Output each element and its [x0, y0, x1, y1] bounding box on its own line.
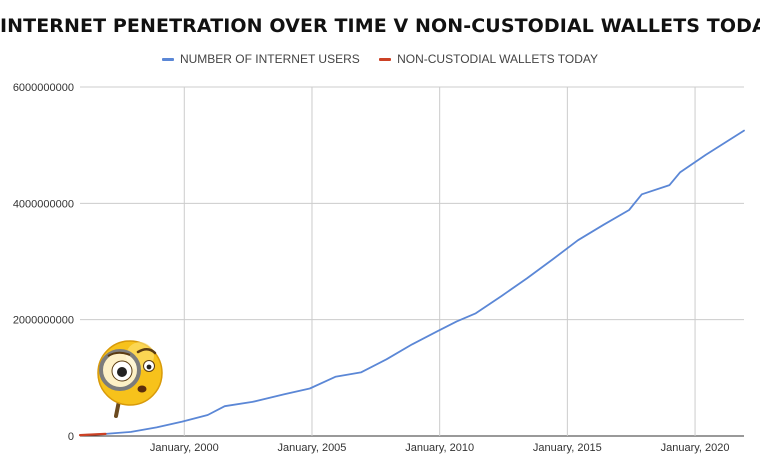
- grid-lines: [80, 86, 744, 437]
- emoji-eyebrow: [136, 348, 157, 355]
- axis-labels: 0 2000000000 4000000000 6000000000 January, …: [13, 82, 730, 454]
- legend-swatch-internet-users: [161, 58, 174, 62]
- x-tick-label-3: January, 2015: [533, 442, 602, 454]
- chart-title: INTERNET PENETRATION OVER TIME V NON-CUS…: [0, 15, 760, 37]
- x-tick-label-4: January, 2020: [661, 442, 730, 454]
- legend-swatch-wallets: [379, 58, 392, 62]
- x-tick-label-1: January, 2005: [278, 442, 347, 454]
- x-tick-label-2: January, 2010: [405, 442, 474, 454]
- y-tick-label-2: 4000000000: [13, 198, 74, 210]
- emoji-mouth: [137, 385, 147, 393]
- x-tick-label-0: January, 2000: [150, 442, 219, 454]
- legend-item-wallets[interactable]: NON-CUSTODIAL WALLETS TODAY: [379, 52, 598, 66]
- emoji-pupil: [146, 364, 152, 370]
- y-tick-label-0: 0: [68, 431, 74, 443]
- y-tick-label-1: 2000000000: [13, 315, 74, 327]
- series-line-0[interactable]: [79, 129, 745, 437]
- magnified-pupil: [117, 367, 127, 377]
- y-tick-label-3: 6000000000: [13, 82, 74, 94]
- legend-item-internet-users[interactable]: NUMBER OF INTERNET USERS: [161, 52, 360, 66]
- legend-label-internet-users: NUMBER OF INTERNET USERS: [179, 52, 360, 66]
- series-line-1[interactable]: [78, 432, 107, 437]
- detective-emoji-icon: [97, 340, 163, 418]
- legend: NUMBER OF INTERNET USERS NON-CUSTODIAL W…: [0, 52, 760, 66]
- legend-label-wallets: NON-CUSTODIAL WALLETS TODAY: [397, 52, 599, 66]
- series-lines: [78, 129, 745, 437]
- magnified-brow: [107, 351, 131, 357]
